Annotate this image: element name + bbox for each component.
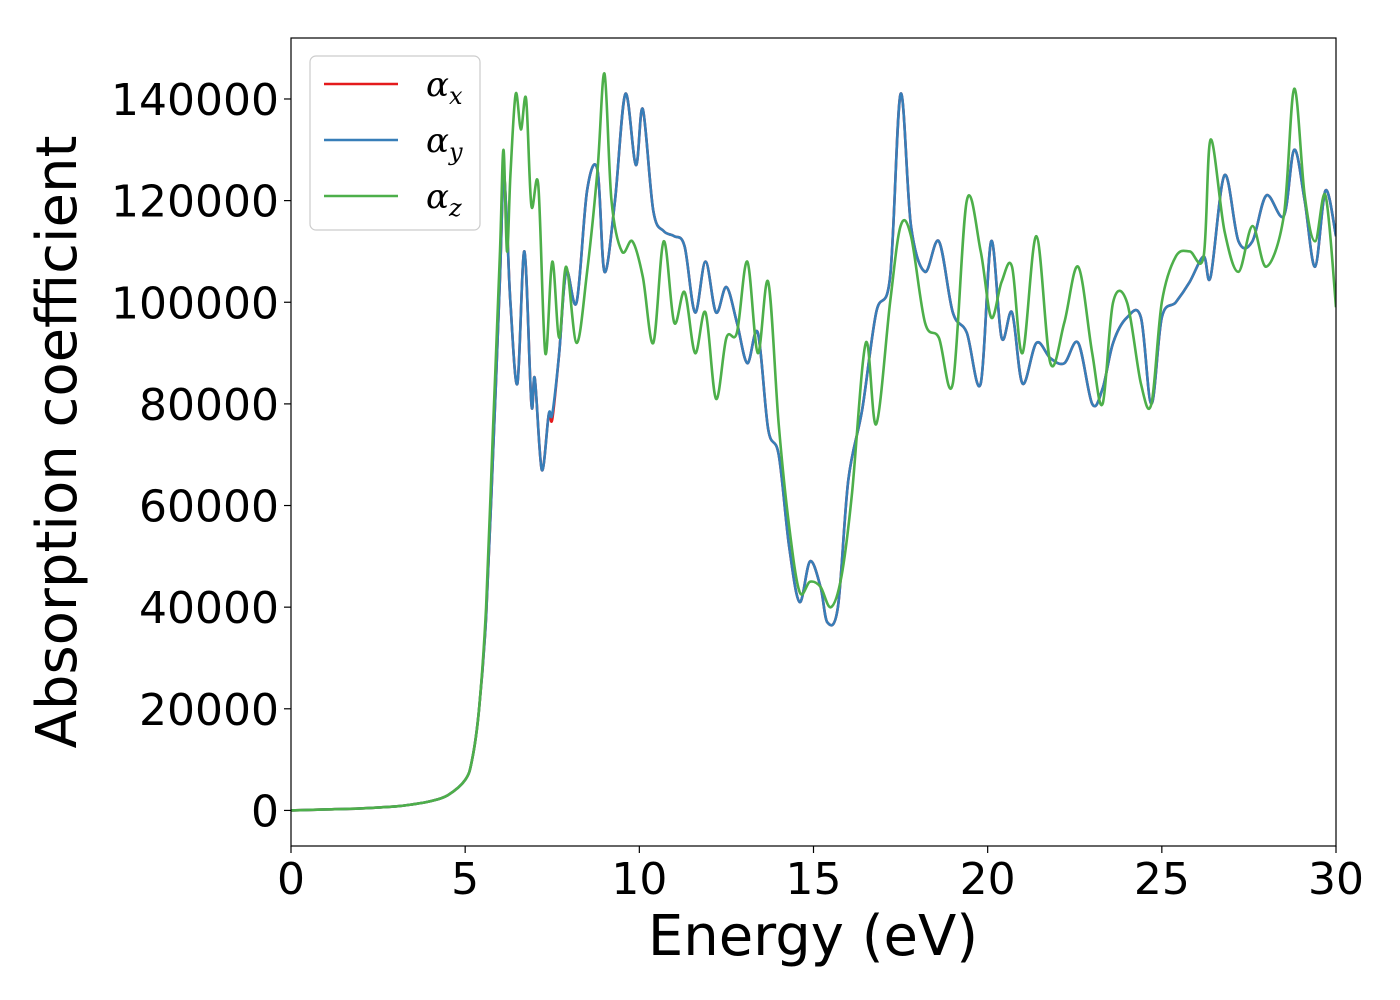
- x-tick-label: 30: [1308, 854, 1364, 905]
- legend-subscript: x: [449, 82, 463, 110]
- y-tick-label: 80000: [139, 380, 279, 431]
- legend-symbol: α: [426, 65, 449, 105]
- legend-subscript: z: [448, 194, 462, 222]
- x-axis-label: Energy (eV): [648, 904, 978, 969]
- y-axis-label: Absorption coefficient: [25, 136, 90, 749]
- series-line-y: [291, 92, 1336, 812]
- legend-label-y: αy: [426, 121, 463, 166]
- y-tick-label: 140000: [111, 75, 279, 126]
- x-axis-ticks: 0 5 10 15 20 25 30: [277, 846, 1364, 905]
- x-tick-label: 20: [960, 854, 1016, 905]
- series-line-z: [291, 72, 1336, 812]
- y-tick-label: 60000: [139, 482, 279, 533]
- y-tick-label: 100000: [111, 278, 279, 329]
- y-tick-label: 0: [251, 786, 279, 837]
- legend-symbol: α: [426, 121, 449, 161]
- x-tick-label: 10: [611, 854, 667, 905]
- y-axis-ticks: 0 20000 40000 60000 80000 100000 120000 140000: [111, 75, 291, 837]
- x-tick-label: 25: [1134, 854, 1190, 905]
- legend-box: [309, 55, 481, 231]
- legend-symbol: α: [426, 177, 449, 217]
- y-tick-label: 120000: [111, 177, 279, 228]
- x-tick-label: 5: [451, 854, 479, 905]
- legend-label-x: αx: [426, 65, 463, 110]
- legend-subscript: y: [448, 138, 463, 166]
- y-tick-label: 20000: [139, 685, 279, 736]
- legend-label-z: αz: [426, 177, 462, 222]
- series-layer: [291, 72, 1336, 812]
- y-tick-label: 40000: [139, 583, 279, 634]
- x-tick-label: 0: [277, 854, 305, 905]
- x-tick-label: 15: [786, 854, 842, 905]
